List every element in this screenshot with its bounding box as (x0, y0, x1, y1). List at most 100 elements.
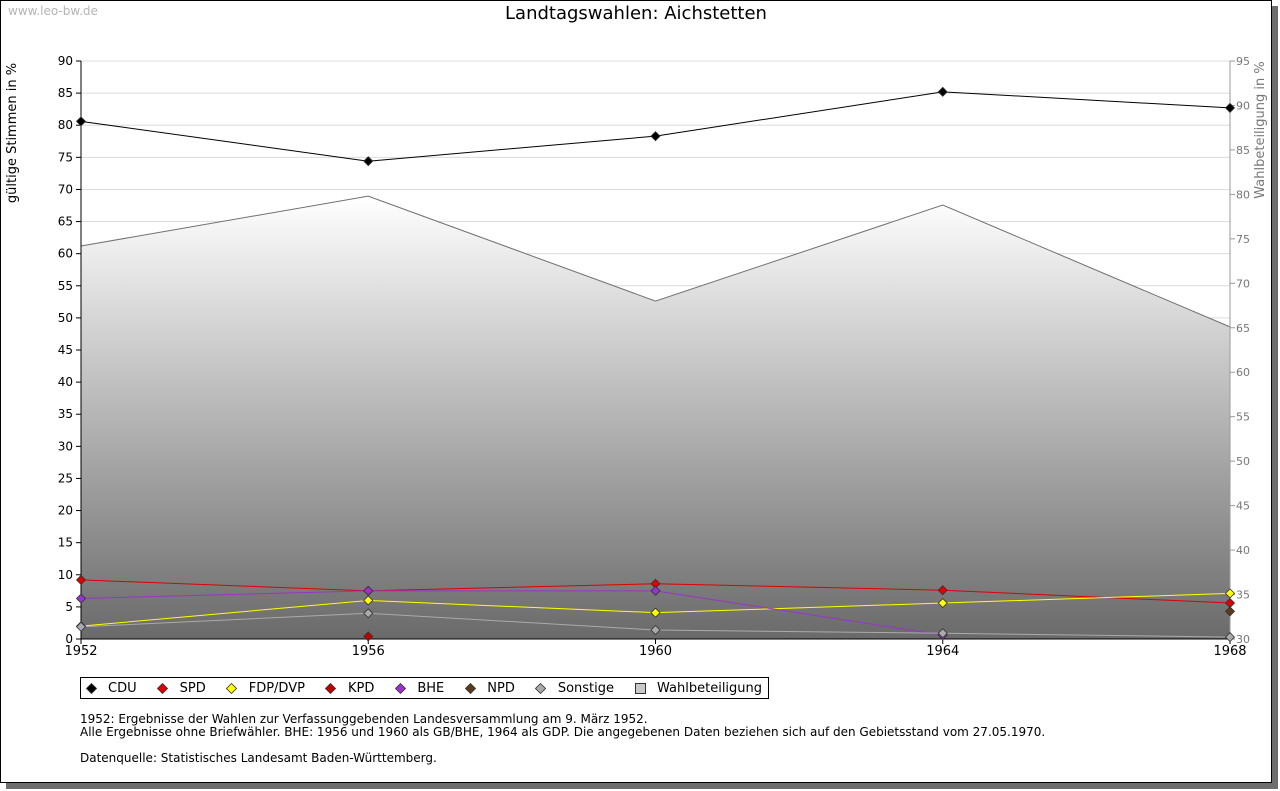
point-fdp-dvp (363, 595, 374, 606)
note-1952: 1952: Ergebnisse der Wahlen zur Verfassu… (80, 712, 648, 726)
point-bhe (363, 585, 374, 596)
y-tick-label: 65 (58, 215, 73, 229)
x-tick-label: 1968 (1213, 644, 1246, 659)
legend-label-bhe: BHE (417, 680, 445, 696)
legend-marker-sonstige (535, 682, 547, 694)
point-sonstige (75, 621, 87, 632)
point-sonstige (937, 628, 948, 639)
y-tick-label: 90 (58, 54, 73, 68)
legend-label-npd: NPD (487, 680, 515, 696)
y-tick-label: 5 (65, 600, 73, 614)
point-cdu (1224, 102, 1236, 113)
y2-axis-label: Wahlbeteiligung in % (1253, 61, 1268, 198)
point-cdu (363, 156, 374, 167)
y-tick-label: 40 (58, 375, 73, 389)
y2-tick-label: 95 (1236, 55, 1250, 68)
y-axis-label: gültige Stimmen in % (5, 63, 20, 203)
legend-marker-npd (464, 682, 476, 694)
legend-marker-cdu (85, 682, 97, 694)
x-tick-label: 1964 (926, 644, 959, 659)
series-line-bhe (80, 590, 943, 636)
axes: 0 5 10 15 20 25 30 35 40 45 50 55 60 65 70 75 80 85 90 30 35… (58, 54, 1250, 659)
legend-marker-fdp-dvp (226, 682, 238, 694)
legend-label-cdu: CDU (108, 680, 137, 696)
y2-tick-label: 90 (1236, 99, 1250, 112)
y2-tick-label: 60 (1236, 366, 1250, 379)
note-source: Datenquelle: Statistisches Landesamt Bad… (80, 751, 437, 765)
point-bhe (650, 585, 661, 596)
x-tick-label: 1956 (352, 644, 385, 659)
point-npd (1224, 606, 1236, 617)
y2-tick-label: 30 (1236, 633, 1250, 646)
turnout-area (80, 195, 1231, 639)
y-tick-label: 45 (58, 343, 73, 357)
y-tick-label: 60 (58, 247, 73, 261)
legend-label-kpd: KPD (347, 680, 375, 696)
legend-item-cdu: CDU (85, 681, 137, 696)
legend-item-kpd: KPD (325, 681, 374, 696)
point-spd (75, 574, 87, 585)
y-tick-label: 30 (58, 439, 73, 453)
legend-label-sonstige: Sonstige (557, 680, 615, 696)
turnout-area-line (80, 195, 1231, 328)
y-tick-label: 85 (58, 86, 73, 100)
legend-marker-kpd (325, 682, 337, 694)
y2-tick-label: 45 (1236, 500, 1250, 513)
series-line-cdu (80, 91, 1231, 162)
point-cdu (937, 86, 948, 97)
legend-item-spd: SPD (157, 681, 206, 696)
y2-tick-label: 50 (1236, 455, 1250, 468)
y-tick-label: 20 (58, 504, 73, 518)
watermark: www.leo-bw.de (8, 4, 98, 18)
legend-item-sonstige: Sonstige (535, 681, 614, 696)
y2-tick-label: 65 (1236, 322, 1250, 335)
x-tick-label: 1960 (639, 644, 672, 659)
legend-item-fdp-dvp: FDP/DVP (226, 681, 305, 696)
y-tick-label: 55 (58, 279, 73, 293)
chart-title: Landtagswahlen: Aichstetten (505, 3, 767, 24)
legend: CDU SPD FDP/DVP KPD BHE NPD Sonstige Wahlbeteil… (80, 677, 770, 699)
point-fdp-dvp (937, 597, 948, 609)
series-markers (75, 86, 1236, 643)
point-cdu (650, 131, 661, 142)
point-fdp-dvp (650, 607, 661, 618)
y2-tick-label: 85 (1236, 144, 1250, 157)
y2-tick-label: 35 (1236, 589, 1250, 602)
legend-item-npd: NPD (464, 681, 515, 696)
point-sonstige (1224, 632, 1236, 643)
y2-tick-label: 80 (1236, 188, 1250, 201)
y-tick-label: 70 (58, 182, 73, 196)
footnotes: 1952: Ergebnisse der Wahlen zur Verfassu… (80, 713, 1045, 765)
y-tick-label: 10 (58, 568, 73, 582)
legend-marker-wahlbeteiligung (634, 682, 646, 694)
y-tick-label: 35 (58, 407, 73, 421)
y2-tick-label: 40 (1236, 544, 1250, 557)
note-general: Alle Ergebnisse ohne Briefwähler. BHE: 1… (80, 725, 1046, 739)
legend-marker-spd (157, 682, 169, 694)
legend-label-wahlbeteiligung: Wahlbeteiligung (657, 680, 763, 696)
y-tick-label: 50 (58, 311, 73, 325)
legend-label-spd: SPD (179, 680, 206, 696)
y2-tick-label: 70 (1236, 277, 1250, 290)
legend-marker-bhe (394, 682, 406, 694)
y2-tick-label: 75 (1236, 233, 1250, 246)
legend-item-wahlbeteiligung: Wahlbeteiligung (634, 681, 762, 696)
y-tick-label: 25 (58, 471, 73, 485)
point-sonstige (363, 608, 374, 619)
x-tick-label: 1952 (64, 644, 97, 659)
y2-tick-label: 55 (1236, 411, 1250, 424)
point-spd (937, 585, 948, 596)
y-tick-label: 80 (58, 118, 73, 132)
legend-item-bhe: BHE (394, 681, 444, 696)
y-tick-label: 0 (65, 632, 73, 646)
point-sonstige (650, 624, 661, 636)
point-bhe (75, 593, 87, 604)
point-cdu (75, 116, 87, 127)
point-kpd (363, 631, 374, 642)
turnout-area-fill (81, 196, 1230, 639)
legend-label-fdp-dvp: FDP/DVP (248, 680, 305, 696)
y-tick-label: 15 (58, 536, 73, 550)
point-fdp-dvp (1224, 588, 1236, 599)
y-tick-label: 75 (58, 150, 73, 164)
